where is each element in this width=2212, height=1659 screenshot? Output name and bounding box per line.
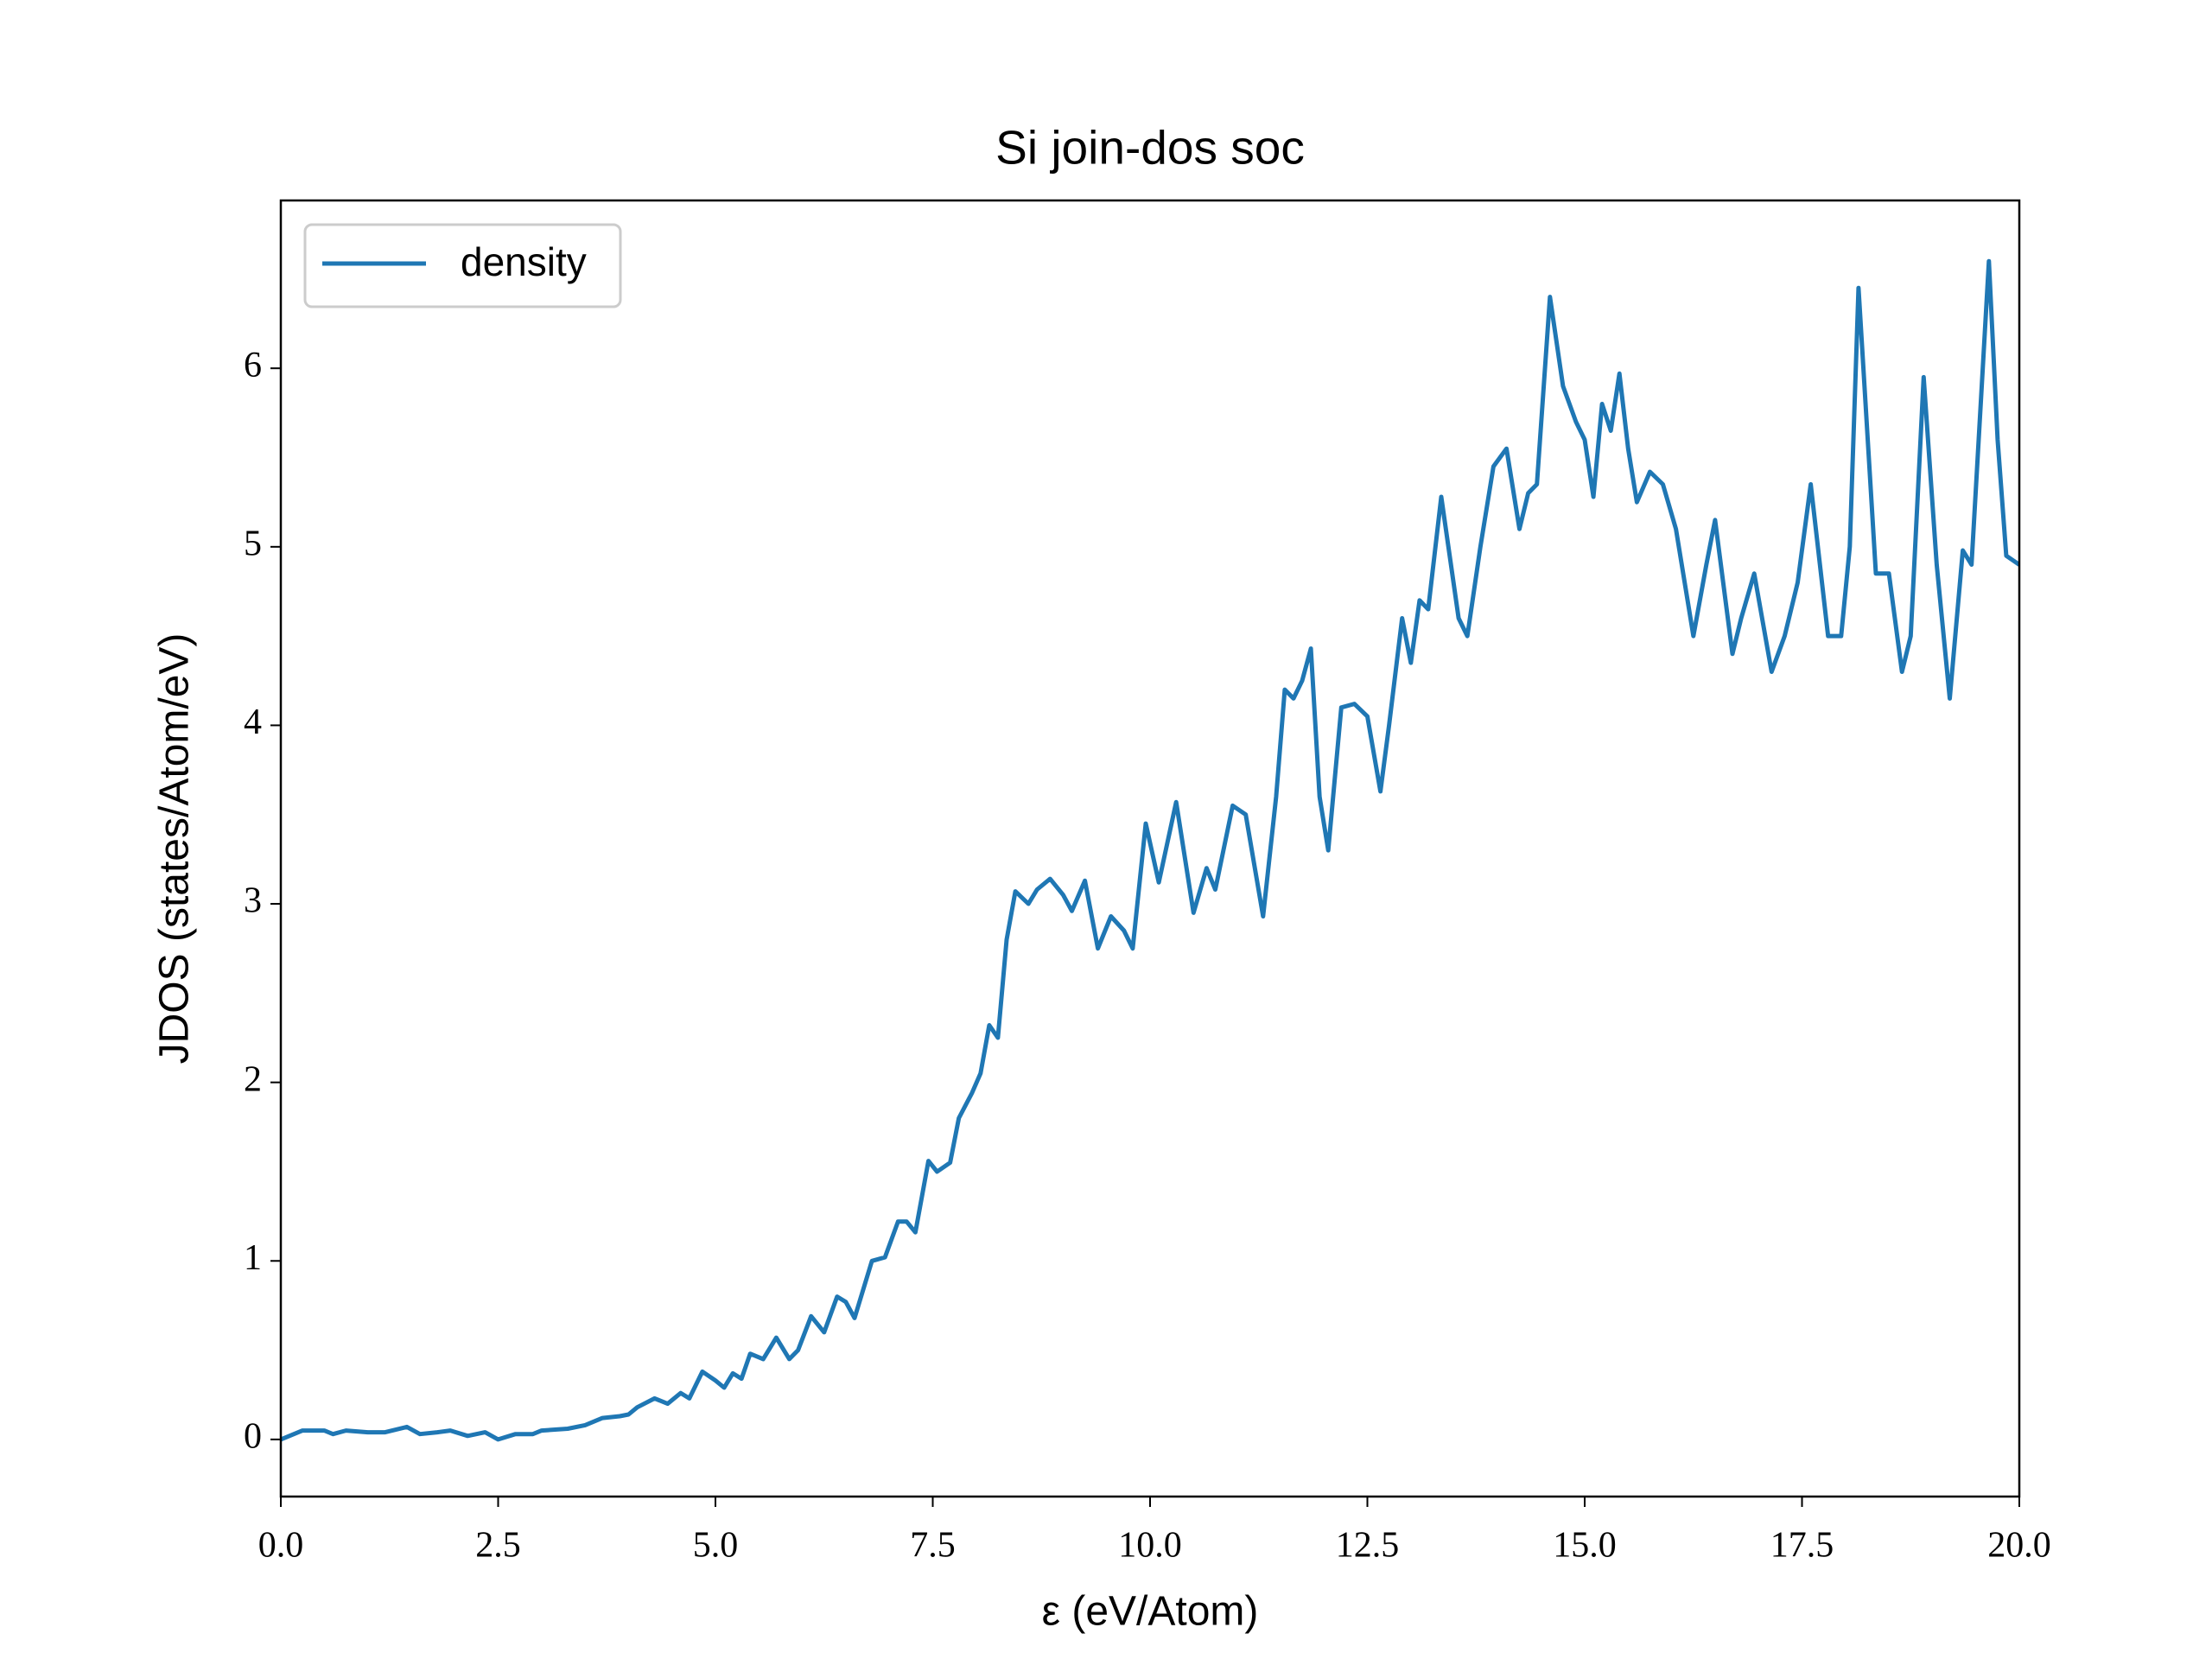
legend-box [303,223,622,308]
y-tick-label: 5 [244,524,262,563]
data-line [281,258,2019,1442]
x-tick-label: 17.5 [1770,1526,1834,1566]
x-tick-label: 5.0 [693,1526,739,1566]
y-tick-label: 2 [244,1059,262,1099]
x-tick-label: 10.0 [1118,1526,1182,1566]
x-tick-label: 2.5 [475,1526,521,1566]
y-axis-label: JDOS (states/Atom/eV) [152,633,198,1065]
x-tick-label: 15.0 [1553,1526,1617,1566]
chart-title: Si join-dos soc [995,121,1305,175]
x-tick-label: 0.0 [258,1526,304,1566]
y-tick-label: 4 [244,702,262,742]
y-tick-label: 1 [244,1238,262,1278]
legend-label: density [461,239,587,284]
x-tick-label: 7.5 [910,1526,956,1566]
y-tick-label: 3 [244,881,262,921]
plot-frame [279,199,2021,1498]
x-tick-label: 12.5 [1336,1526,1400,1566]
y-tick-label: 6 [244,346,262,385]
x-axis-label: ε (eV/Atom) [1042,1589,1259,1635]
x-tick-label: 20.0 [1987,1526,2051,1566]
y-tick-label: 0 [244,1417,262,1457]
